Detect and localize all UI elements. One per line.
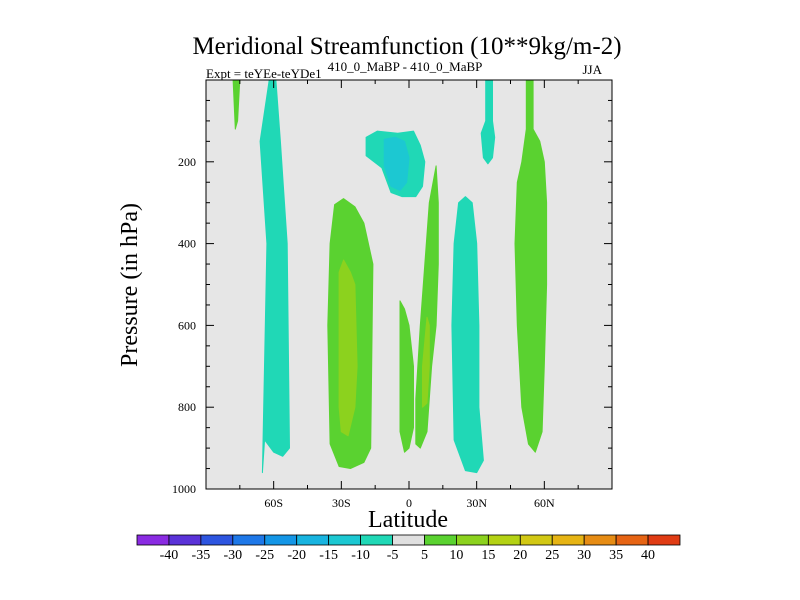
colorbar-label: -20 (287, 548, 306, 563)
x-tick-label: 30S (332, 496, 351, 510)
y-tick-label: 200 (178, 155, 196, 169)
x-axis-label: Latitude (368, 507, 448, 533)
colorbar-box (615, 534, 649, 546)
colorbar-box (328, 534, 361, 546)
chart-subtitle: 410_0_MaBP - 410_0_MaBP (328, 59, 483, 74)
colorbar-box (519, 534, 553, 546)
x-tick-label: 30N (466, 496, 487, 510)
colorbar-label: -25 (255, 548, 274, 563)
chart-title: Meridional Streamfunction (10**9kg/m-2) (192, 33, 621, 60)
y-tick-label: 600 (178, 318, 196, 332)
colorbar-box (136, 534, 170, 546)
y-tick-label: 800 (178, 400, 196, 414)
axis-ticks: 60S 30S 0 30N 60N 200 400 600 800 1000 (172, 80, 612, 510)
contour-region-sh-subpolar-negative (259, 79, 290, 474)
contour-regions (232, 79, 548, 474)
colorbar-box (487, 534, 521, 546)
colorbar-label: 20 (513, 548, 527, 563)
contour-region-nh-upper-negative (480, 79, 496, 165)
colorbar-box (200, 534, 234, 546)
colorbar-box (551, 534, 585, 546)
colorbar-label: -40 (160, 548, 179, 563)
colorbar-box (296, 534, 330, 546)
y-tick-label: 400 (178, 237, 196, 251)
colorbar-label: 40 (641, 548, 655, 563)
colorbar-label: 15 (481, 548, 495, 563)
y-tick-label: 1000 (172, 482, 196, 496)
colorbar-box (583, 534, 617, 546)
chart-left-label: Expt = teYEe-teYDe1 (206, 66, 322, 81)
contour-region-equatorial-positive-east-core (422, 316, 430, 408)
colorbar-box (392, 534, 425, 546)
colorbar-label: 30 (577, 548, 591, 563)
chart-right-label: JJA (582, 62, 602, 77)
colorbar-label: 25 (545, 548, 559, 563)
colorbar-label: 35 (609, 548, 623, 563)
colorbar-label: -10 (351, 548, 370, 563)
contour-region-nh-ferrel-negative (451, 196, 484, 474)
contour-region-equatorial-positive-east (415, 165, 439, 449)
colorbar-box (360, 534, 393, 546)
colorbar-label: -30 (223, 548, 242, 563)
colorbar: -40 -35 -30 -25 -20 -15 -10 -5 5 10 15 20 25 30 35 40 (136, 534, 681, 563)
colorbar-box (264, 534, 298, 546)
colorbar-label: 5 (421, 548, 428, 563)
colorbar-label: -5 (387, 548, 399, 563)
contour-region-sh-hadley-positive-core (338, 259, 358, 437)
contour-region-upper-tropical-negative-core (383, 136, 410, 191)
colorbar-box (232, 534, 266, 546)
colorbar-label: 10 (449, 548, 463, 563)
colorbar-box (168, 534, 202, 546)
x-tick-label: 60N (534, 496, 555, 510)
colorbar-box (424, 534, 457, 546)
contour-region-equatorial-positive-west (399, 300, 414, 453)
contour-region-nh-midlatitude-positive (514, 79, 548, 453)
colorbar-box (456, 534, 489, 546)
colorbar-label: -15 (319, 548, 338, 563)
colorbar-box (647, 534, 681, 546)
x-tick-label: 60S (264, 496, 283, 510)
y-axis-label: Pressure (in hPa) (117, 203, 143, 367)
colorbar-label: -35 (192, 548, 211, 563)
x-tick-label: 0 (406, 496, 412, 510)
